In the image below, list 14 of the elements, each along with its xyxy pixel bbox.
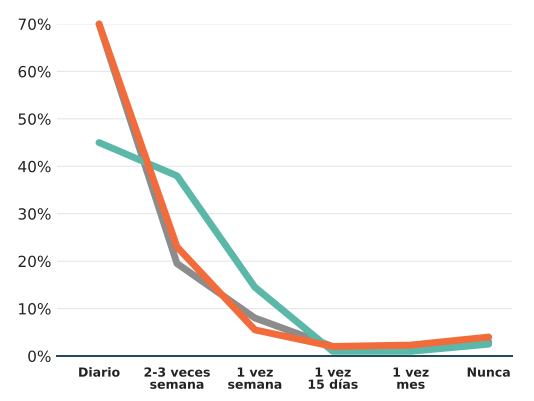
y-tick-label: 60% bbox=[18, 66, 51, 78]
y-tick-label: 30% bbox=[18, 208, 51, 220]
x-tick-label: 1 vez mes bbox=[394, 367, 429, 389]
y-tick-label: 70% bbox=[18, 18, 51, 30]
x-tick-label: Diario bbox=[79, 367, 120, 377]
y-tick-label: 10% bbox=[19, 303, 51, 315]
y-tick-label: 0% bbox=[28, 350, 51, 362]
x-tick-label: 1 vez semana bbox=[228, 367, 282, 389]
x-tick-label: Nunca bbox=[468, 367, 510, 377]
y-tick-label: 40% bbox=[18, 160, 51, 172]
y-tick-label: 20% bbox=[18, 256, 51, 268]
x-tick-label: 2-3 veces semana bbox=[144, 367, 210, 389]
y-tick-label: 50% bbox=[18, 113, 51, 125]
x-tick-label: 1 vez 15 días bbox=[308, 367, 358, 389]
